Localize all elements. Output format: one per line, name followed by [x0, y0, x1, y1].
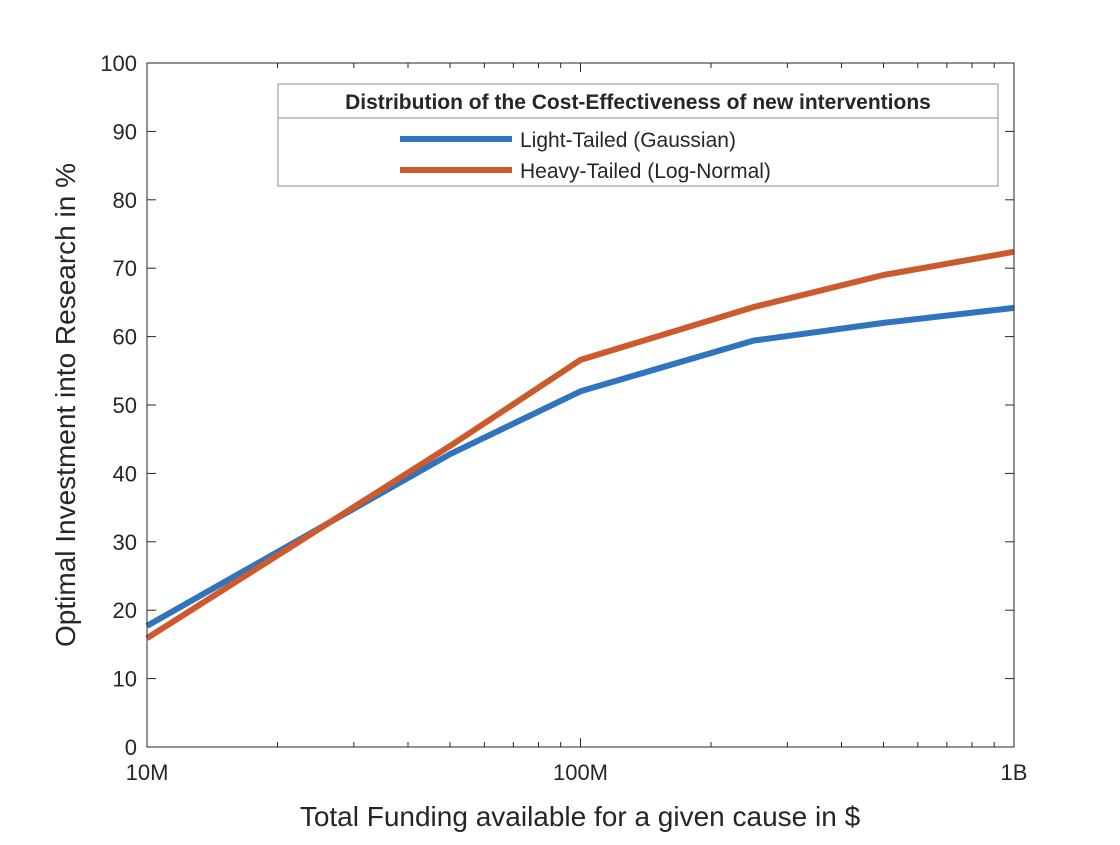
- x-tick-label: 10M: [126, 760, 169, 785]
- x-tick-label: 1B: [1001, 760, 1028, 785]
- legend-label-heavy-tailed: Heavy-Tailed (Log-Normal): [520, 160, 771, 183]
- series-line-0: [147, 308, 1014, 626]
- legend-title: Distribution of the Cost-Effectiveness o…: [345, 91, 931, 114]
- y-tick-label: 10: [113, 667, 137, 692]
- x-tick-label: 100M: [553, 760, 608, 785]
- y-tick-label: 90: [113, 119, 137, 144]
- y-tick-label: 60: [113, 325, 137, 350]
- y-tick-label: 70: [113, 256, 137, 281]
- y-axis-label: Optimal Investment into Research in %: [50, 163, 81, 647]
- y-tick-label: 0: [125, 735, 137, 760]
- y-tick-label: 100: [100, 51, 137, 76]
- legend: Distribution of the Cost-Effectiveness o…: [278, 84, 998, 186]
- y-tick-label: 20: [113, 598, 137, 623]
- x-axis-label: Total Funding available for a given caus…: [300, 801, 861, 832]
- y-tick-label: 50: [113, 393, 137, 418]
- y-tick-label: 80: [113, 188, 137, 213]
- y-tick-label: 30: [113, 530, 137, 555]
- series-line-1: [147, 252, 1014, 638]
- y-tick-label: 40: [113, 461, 137, 486]
- legend-label-light-tailed: Light-Tailed (Gaussian): [520, 129, 736, 152]
